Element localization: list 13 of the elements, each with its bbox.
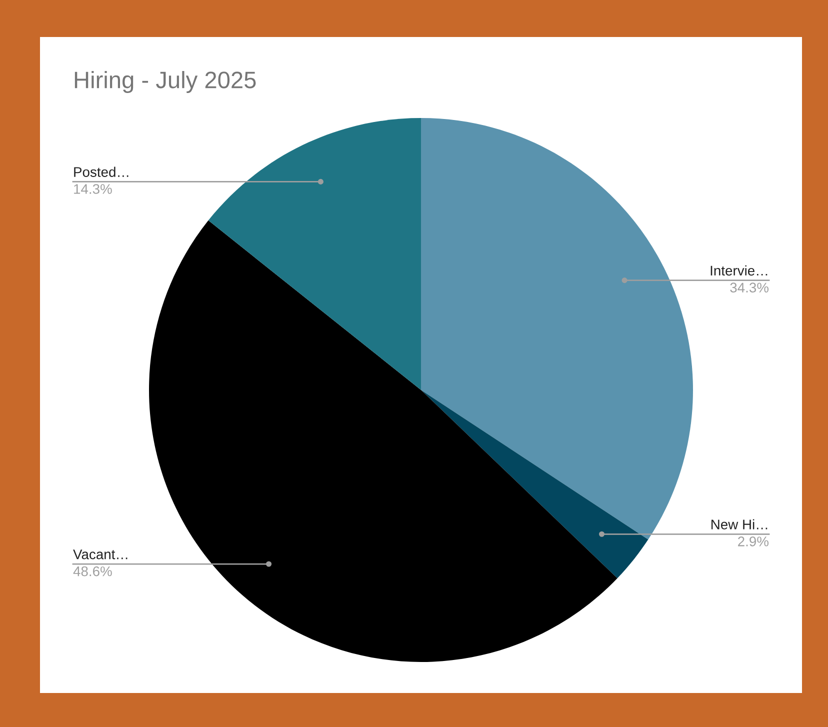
data-label: 2.9% [738,536,769,546]
slice-label: New Hi… [711,519,768,530]
pie-slice [208,118,421,390]
pie-slice [149,220,618,662]
chart-title: Hiring - July 2025 [74,70,256,94]
pie-slice [421,118,693,540]
slice-label: Intervie… [710,265,768,276]
pie-slice [421,390,648,578]
slice-label: Posted… [74,166,128,177]
data-label: 34.3% [730,282,769,293]
slice-label: Vacant… [73,550,128,560]
data-label: 48.6% [73,566,112,576]
data-label: 14.3% [74,184,112,194]
